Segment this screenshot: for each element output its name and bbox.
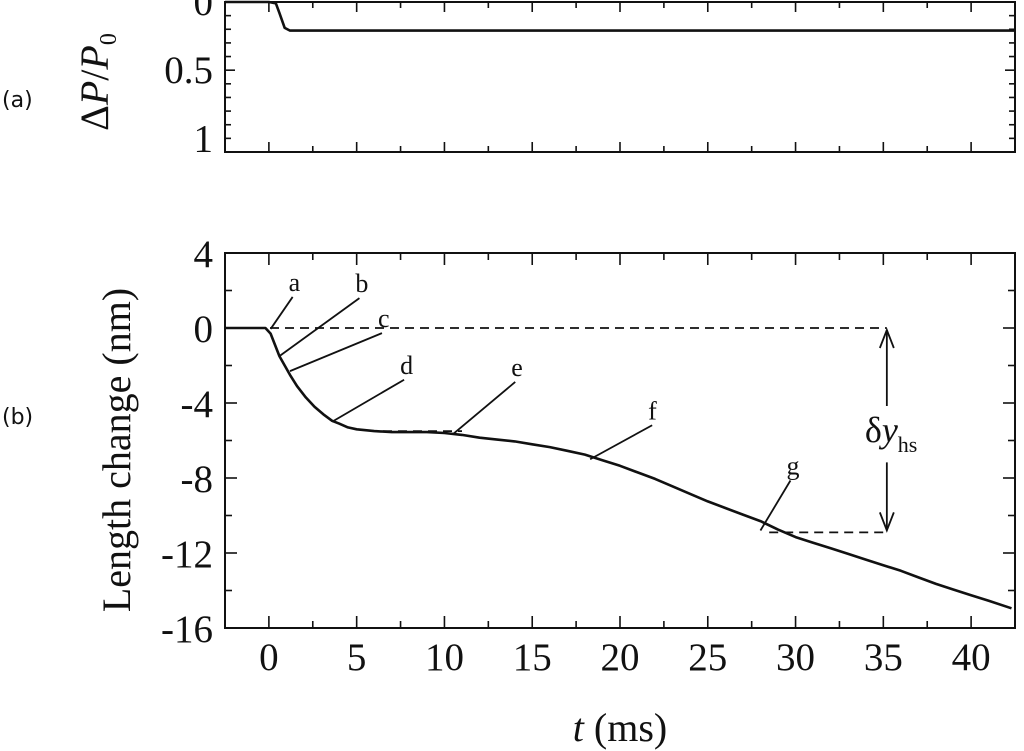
x-tick-label: 0	[259, 636, 279, 679]
panel-a: 00.51 (a) ΔP/P0	[2, 0, 1016, 160]
panel-b-series	[225, 326, 1012, 610]
annotation-label-g: g	[786, 452, 799, 481]
delta-y-symbol: δ	[865, 410, 882, 450]
annotation-label-f: f	[648, 396, 657, 425]
panel-a-frame	[224, 1, 1016, 153]
y-tick-label: -8	[181, 458, 214, 501]
panel-b: 40-4-8-12-16 0 5 10 15 20 25 30 35 40 a bcd efg δy…	[2, 233, 1016, 750]
panel-a-ticks	[225, 1, 1016, 153]
panel-b-y-axis-title: Length change (nm)	[94, 288, 139, 612]
y-tick-label: 1	[194, 117, 214, 160]
panel-b-y-tick-labels: 4 0 -4 -8 -12 -16	[161, 233, 213, 651]
y-tick-label: 0	[194, 0, 214, 24]
pressure-subscript: 0	[96, 33, 122, 45]
y-tick-label: 4	[194, 233, 214, 276]
pressure-step-trace	[225, 0, 1015, 32]
panel-a-y-tick-labels: 00.51	[164, 0, 213, 160]
panel-b-bracket: δyhs	[865, 327, 918, 533]
annotation-leader-a	[269, 296, 294, 330]
panel-b-ticks	[225, 252, 1016, 629]
annotation-label-a: a	[289, 268, 301, 297]
x-tick-label: 5	[347, 636, 367, 679]
annotation-label-c: c	[378, 304, 390, 333]
annotation-label-e: e	[511, 353, 523, 382]
delta-y-subscript: hs	[898, 432, 918, 457]
bracket-label: δyhs	[865, 410, 918, 457]
panel-b-annotations: a bcd e f g	[269, 268, 799, 531]
annotation-leader-c	[289, 332, 383, 372]
y-tick-label: -4	[181, 383, 214, 426]
annotation-leader-f	[589, 424, 653, 461]
panel-b-x-tick-labels: 0 5 10 15 20 25 30 35 40	[259, 636, 990, 679]
x-tick-label: 10	[425, 636, 464, 679]
annotation-label-b: b	[355, 269, 368, 298]
annotation-leader-d	[331, 378, 405, 423]
panel-b-label: (b)	[2, 405, 33, 430]
x-axis-title: t (ms)	[573, 705, 667, 750]
annotation-label-d: d	[400, 351, 413, 380]
annotation-leader-g	[759, 480, 792, 531]
y-tick-label: -16	[161, 608, 213, 651]
x-tick-label: 20	[601, 636, 640, 679]
annotation-leader-e	[452, 381, 516, 435]
panel-a-label: (a)	[2, 88, 33, 113]
y-tick-label: -12	[161, 533, 213, 576]
x-axis-var: t	[573, 705, 585, 750]
x-tick-label: 30	[776, 636, 815, 679]
panel-b-reference-lines	[225, 327, 887, 534]
bracket-upper-arrowhead	[879, 327, 895, 349]
x-tick-label: 35	[864, 636, 903, 679]
pressure-var: P	[72, 81, 117, 106]
x-tick-label: 25	[688, 636, 727, 679]
length-change-trace	[225, 326, 1012, 610]
x-tick-label: 15	[513, 636, 552, 679]
annotation-leader-b	[278, 297, 360, 357]
slash: /	[72, 69, 117, 81]
panel-a-series	[225, 0, 1015, 32]
x-tick-label: 40	[952, 636, 991, 679]
panel-a-y-axis-title: ΔP/P0	[72, 33, 122, 131]
y-tick-label: 0.5	[164, 49, 213, 92]
delta-symbol: Δ	[72, 105, 117, 131]
x-axis-unit: (ms)	[584, 705, 667, 750]
pressure-var-0: P	[72, 45, 117, 70]
y-tick-label: 0	[194, 308, 214, 351]
delta-y-var: y	[879, 410, 898, 450]
bracket-lower-arrowhead	[879, 512, 895, 533]
